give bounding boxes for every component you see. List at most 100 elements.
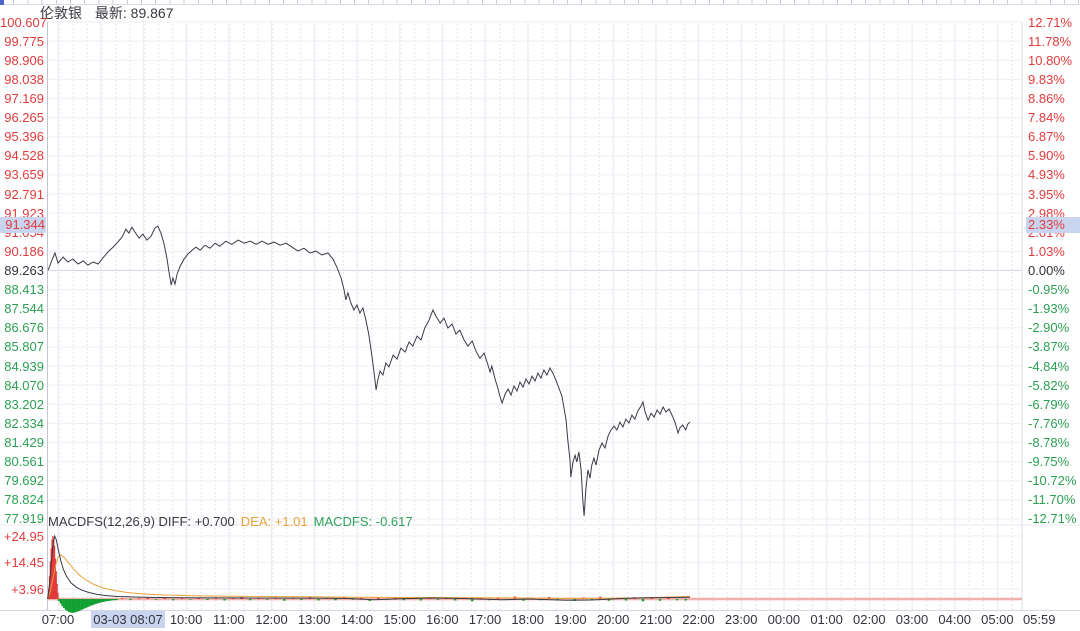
latest-label: 最新: bbox=[94, 5, 127, 21]
percent-axis-label: -12.71% bbox=[1028, 511, 1077, 527]
time-axis-label: 12:00 bbox=[255, 612, 288, 627]
macd-histogram-bar bbox=[172, 599, 175, 601]
time-axis-label: 02:00 bbox=[853, 612, 886, 627]
macd-histogram-bar bbox=[231, 597, 235, 599]
macd-histogram-bar bbox=[351, 599, 354, 600]
macd-histogram-bar bbox=[109, 599, 112, 601]
macd-macdfs-label: MACDFS: -0.617 bbox=[313, 514, 413, 529]
macd-histogram-bar bbox=[76, 599, 79, 612]
macd-histogram-bar bbox=[112, 599, 115, 601]
price-axis-label: 85.807 bbox=[4, 339, 44, 355]
macd-axis-label: +3.96 bbox=[11, 581, 44, 597]
macd-histogram-bar bbox=[68, 599, 71, 613]
macd-diff-label: MACDFS(12,26,9) DIFF: +0.700 bbox=[48, 514, 235, 529]
macd-histogram-bar bbox=[248, 599, 252, 601]
macd-dea-line bbox=[47, 554, 691, 600]
time-axis-label: 05:59 bbox=[1022, 612, 1056, 627]
macd-histogram-bar bbox=[53, 538, 55, 599]
time-axis-label: 17:00 bbox=[468, 612, 502, 627]
macd-histogram-bar bbox=[78, 599, 81, 611]
macd-histogram-bar bbox=[52, 536, 54, 599]
price-axis-label: 96.265 bbox=[4, 110, 44, 126]
percent-axis-label: 4.93% bbox=[1028, 167, 1065, 183]
macd-indicator-title: MACDFS(12,26,9) DIFF: +0.700 DEA: +1.01 MA… bbox=[48, 514, 419, 529]
time-axis-label: 20:00 bbox=[596, 612, 630, 627]
macd-histogram-bar bbox=[641, 599, 645, 602]
time-axis-label: 16:00 bbox=[426, 612, 459, 627]
macd-histogram-bar bbox=[180, 598, 184, 600]
time-axis-label: 03:00 bbox=[895, 612, 929, 627]
crosshair-time-label: 03-03 08:07 bbox=[91, 611, 165, 628]
macd-histogram-bar bbox=[283, 599, 286, 601]
latest-value: 89.867 bbox=[130, 5, 174, 21]
macd-histogram-bar bbox=[650, 597, 653, 599]
time-axis-label: 18:00 bbox=[511, 612, 544, 627]
macd-histogram-bar bbox=[57, 592, 59, 599]
macd-histogram-bar bbox=[105, 599, 108, 602]
macd-histogram-bar bbox=[317, 599, 320, 601]
price-axis-label: 97.169 bbox=[4, 90, 44, 106]
price-axis-label: 91.923 bbox=[4, 205, 44, 221]
macd-histogram-bar bbox=[436, 599, 440, 600]
macd-histogram-bar bbox=[51, 539, 53, 599]
price-axis-label: 92.791 bbox=[4, 186, 44, 202]
percent-axis-label: -2.90% bbox=[1028, 320, 1070, 336]
macd-histogram-bar bbox=[80, 599, 83, 611]
macd-histogram-bar bbox=[74, 599, 77, 613]
macd-histogram-bar bbox=[658, 599, 662, 601]
time-axis-label: 00:00 bbox=[767, 612, 801, 627]
percent-axis-label: -3.87% bbox=[1028, 339, 1070, 355]
macd-histogram-bar bbox=[522, 599, 525, 601]
time-axis-label: 22:00 bbox=[682, 612, 715, 627]
price-axis-label: 89.263 bbox=[4, 262, 44, 278]
time-axis-label: 04:00 bbox=[938, 612, 971, 627]
percent-axis-label: -5.82% bbox=[1028, 377, 1070, 393]
macd-histogram-bar bbox=[115, 599, 118, 601]
percent-axis-label: -7.76% bbox=[1028, 415, 1070, 431]
macd-histogram-bar bbox=[93, 599, 96, 605]
price-axis-label: 86.676 bbox=[4, 320, 44, 336]
time-axis-label: 11:00 bbox=[213, 612, 245, 627]
macd-histogram-bar bbox=[88, 599, 91, 607]
time-axis-label: 15:00 bbox=[383, 612, 416, 627]
price-axis-label: 81.429 bbox=[4, 435, 44, 451]
percent-axis-label: -8.78% bbox=[1028, 435, 1070, 451]
percent-axis-label: 12.71% bbox=[1028, 14, 1073, 30]
crosshair-price-label: 91.344 bbox=[0, 216, 46, 233]
macd-histogram-bar bbox=[102, 599, 105, 603]
price-axis-label: 93.659 bbox=[4, 167, 44, 183]
macd-histogram-bar bbox=[69, 599, 72, 613]
macd-histogram-bar bbox=[137, 598, 141, 600]
macd-histogram-bar bbox=[146, 597, 149, 599]
macd-dea-label: DEA: +1.01 bbox=[240, 514, 308, 529]
macd-histogram-bar bbox=[114, 599, 117, 601]
price-line bbox=[47, 225, 691, 516]
price-axis-label: 82.334 bbox=[4, 415, 44, 431]
macd-histogram-bar bbox=[470, 599, 474, 602]
percent-axis-label: -11.70% bbox=[1028, 492, 1076, 508]
price-axis-label: 80.561 bbox=[4, 454, 44, 470]
time-axis-label: 13:00 bbox=[297, 612, 331, 627]
macd-histogram-bar bbox=[206, 599, 209, 601]
price-axis-label: 79.692 bbox=[4, 473, 44, 489]
macd-histogram-bar bbox=[223, 599, 226, 601]
percent-axis-label: 6.87% bbox=[1028, 129, 1065, 145]
macd-histogram-bar bbox=[56, 583, 58, 599]
macd-histogram-bar bbox=[100, 599, 103, 603]
macd-histogram-bar bbox=[675, 599, 679, 601]
macd-histogram-bar bbox=[155, 599, 158, 600]
time-axis-label: 10:00 bbox=[169, 612, 203, 627]
price-axis-label: 94.528 bbox=[4, 148, 44, 164]
percent-axis-label: -1.93% bbox=[1028, 301, 1070, 317]
macd-histogram-bar bbox=[394, 597, 397, 599]
minute-chart-plot-area[interactable] bbox=[48, 22, 1022, 610]
percent-axis-label: 7.84% bbox=[1028, 110, 1065, 126]
macd-diff-line bbox=[47, 534, 691, 601]
percent-axis-label: 10.80% bbox=[1028, 52, 1073, 68]
macd-histogram-bar bbox=[624, 599, 628, 601]
price-axis-label: 95.396 bbox=[4, 129, 44, 145]
macd-histogram-bar bbox=[107, 599, 110, 602]
time-axis-label: 19:00 bbox=[554, 612, 587, 627]
macd-histogram-bar bbox=[95, 599, 98, 604]
crosshair-pct-label: 2.33% bbox=[1026, 216, 1080, 233]
